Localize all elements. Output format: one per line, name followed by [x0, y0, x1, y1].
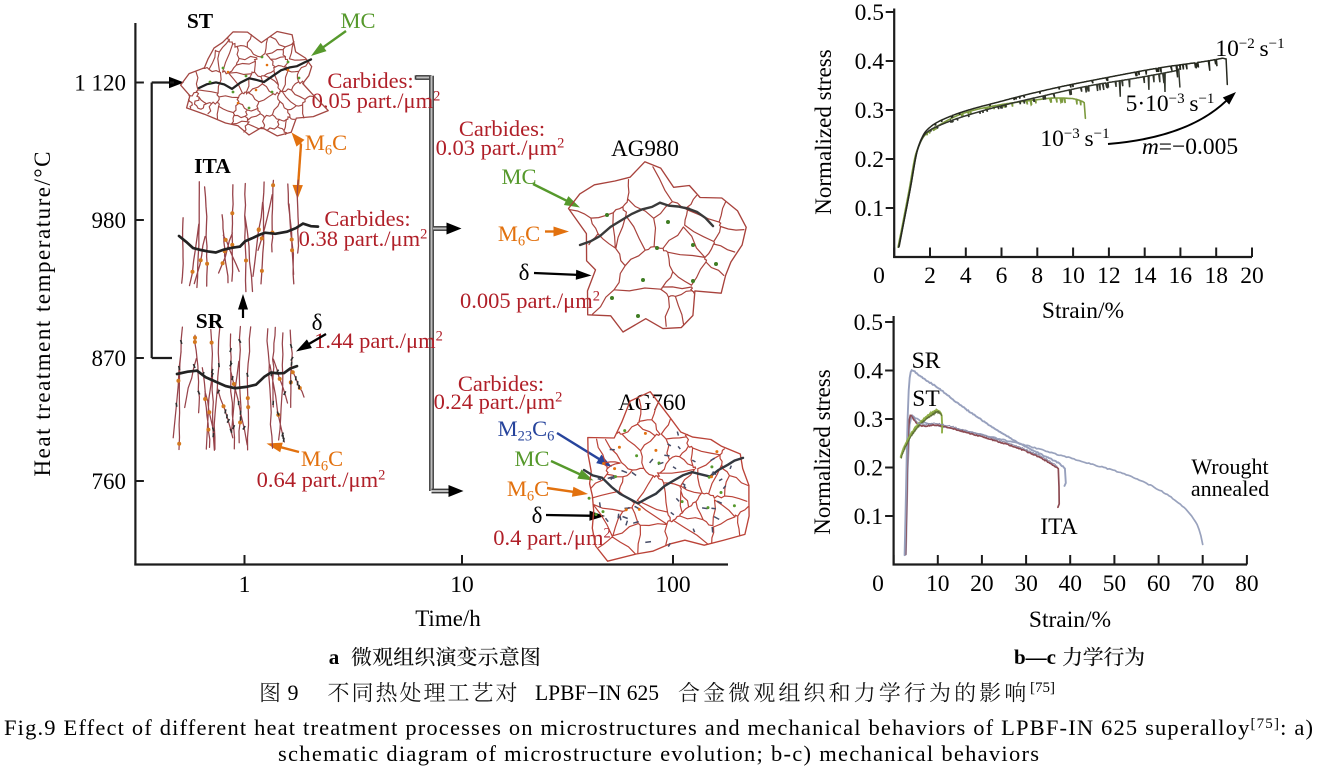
svg-text:6: 6 — [996, 263, 1008, 289]
svg-text:1 120: 1 120 — [74, 71, 126, 96]
svg-text:16: 16 — [1169, 263, 1193, 289]
svg-text:LPBF−IN 625: LPBF−IN 625 — [535, 680, 659, 705]
svg-text:0.3: 0.3 — [855, 98, 884, 124]
svg-text:980: 980 — [92, 208, 127, 233]
svg-text:20: 20 — [970, 571, 994, 597]
svg-text:Strain/%: Strain/% — [1042, 298, 1124, 324]
svg-text:Normalized stress: Normalized stress — [811, 49, 836, 214]
svg-text:0.1: 0.1 — [854, 504, 883, 530]
svg-text:870: 870 — [92, 346, 127, 371]
svg-text:10: 10 — [926, 571, 950, 597]
svg-text:0.2: 0.2 — [855, 147, 884, 173]
svg-text:1.44 part./μm2: 1.44 part./μm2 — [314, 328, 443, 353]
svg-text:0.38 part./μm2: 0.38 part./μm2 — [299, 226, 428, 251]
svg-text:70: 70 — [1191, 571, 1215, 597]
svg-text:Time/h: Time/h — [415, 606, 481, 631]
svg-text:ITA: ITA — [194, 154, 231, 178]
svg-text:SR: SR — [912, 348, 941, 374]
svg-text:0.1: 0.1 — [855, 196, 884, 222]
svg-text:m=−0.005: m=−0.005 — [1142, 134, 1238, 160]
svg-text:Fig.9 Effect of different heat: Fig.9 Effect of different heat treatment… — [4, 715, 1313, 740]
svg-text:60: 60 — [1147, 571, 1171, 597]
svg-text:14: 14 — [1133, 263, 1157, 289]
svg-text:ST: ST — [187, 9, 214, 33]
svg-text:10: 10 — [450, 572, 474, 598]
svg-text:ITA: ITA — [1040, 514, 1077, 540]
svg-text:760: 760 — [92, 469, 127, 494]
svg-text:4: 4 — [960, 263, 972, 289]
svg-text:2: 2 — [924, 263, 936, 289]
svg-text:MC: MC — [514, 446, 549, 471]
svg-text:δ: δ — [519, 260, 530, 285]
svg-text:30: 30 — [1014, 571, 1038, 597]
svg-text:100: 100 — [655, 572, 690, 598]
svg-text:b—c: b—c — [1014, 645, 1056, 669]
svg-text:0.24 part./μm2: 0.24 part./μm2 — [434, 389, 563, 414]
svg-text:0.4: 0.4 — [854, 359, 884, 385]
svg-text:0.05 part./μm2: 0.05 part./μm2 — [312, 88, 441, 113]
svg-text:0.005 part./μm2: 0.005 part./μm2 — [460, 288, 600, 313]
svg-text:MC: MC — [501, 164, 536, 189]
svg-text:Strain/%: Strain/% — [1029, 607, 1111, 633]
svg-text:40: 40 — [1058, 571, 1082, 597]
svg-text:a: a — [329, 645, 340, 669]
svg-text:1: 1 — [239, 572, 251, 598]
svg-text:schematic diagram of microstru: schematic diagram of microstructure evol… — [278, 741, 1039, 766]
svg-text:Heat treatment temperature/°C: Heat treatment temperature/°C — [30, 152, 55, 477]
svg-text:0: 0 — [872, 571, 884, 597]
svg-text:[75]: [75] — [1030, 680, 1055, 696]
svg-text:ST: ST — [912, 386, 939, 412]
svg-text:50: 50 — [1103, 571, 1127, 597]
svg-text:Normalized stress: Normalized stress — [810, 369, 835, 534]
svg-text:9: 9 — [288, 680, 299, 705]
svg-text:0.3: 0.3 — [854, 407, 883, 433]
svg-text:0.4: 0.4 — [855, 49, 885, 75]
svg-text:80: 80 — [1235, 571, 1259, 597]
svg-text:MC: MC — [340, 8, 375, 33]
svg-text:0: 0 — [873, 263, 885, 289]
svg-text:annealed: annealed — [1191, 476, 1269, 501]
svg-text:20: 20 — [1240, 263, 1264, 289]
svg-text:8: 8 — [1031, 263, 1043, 289]
svg-text:18: 18 — [1204, 263, 1228, 289]
svg-text:12: 12 — [1097, 263, 1121, 289]
svg-text:10: 10 — [1061, 263, 1085, 289]
svg-text:δ: δ — [532, 503, 543, 528]
svg-text:0.03 part./μm2: 0.03 part./μm2 — [436, 135, 565, 160]
svg-text:0.2: 0.2 — [854, 456, 883, 482]
svg-text:0.5: 0.5 — [854, 310, 883, 336]
svg-text:AG980: AG980 — [611, 136, 679, 161]
svg-text:δ: δ — [312, 310, 323, 335]
svg-text:0.5: 0.5 — [855, 0, 884, 26]
